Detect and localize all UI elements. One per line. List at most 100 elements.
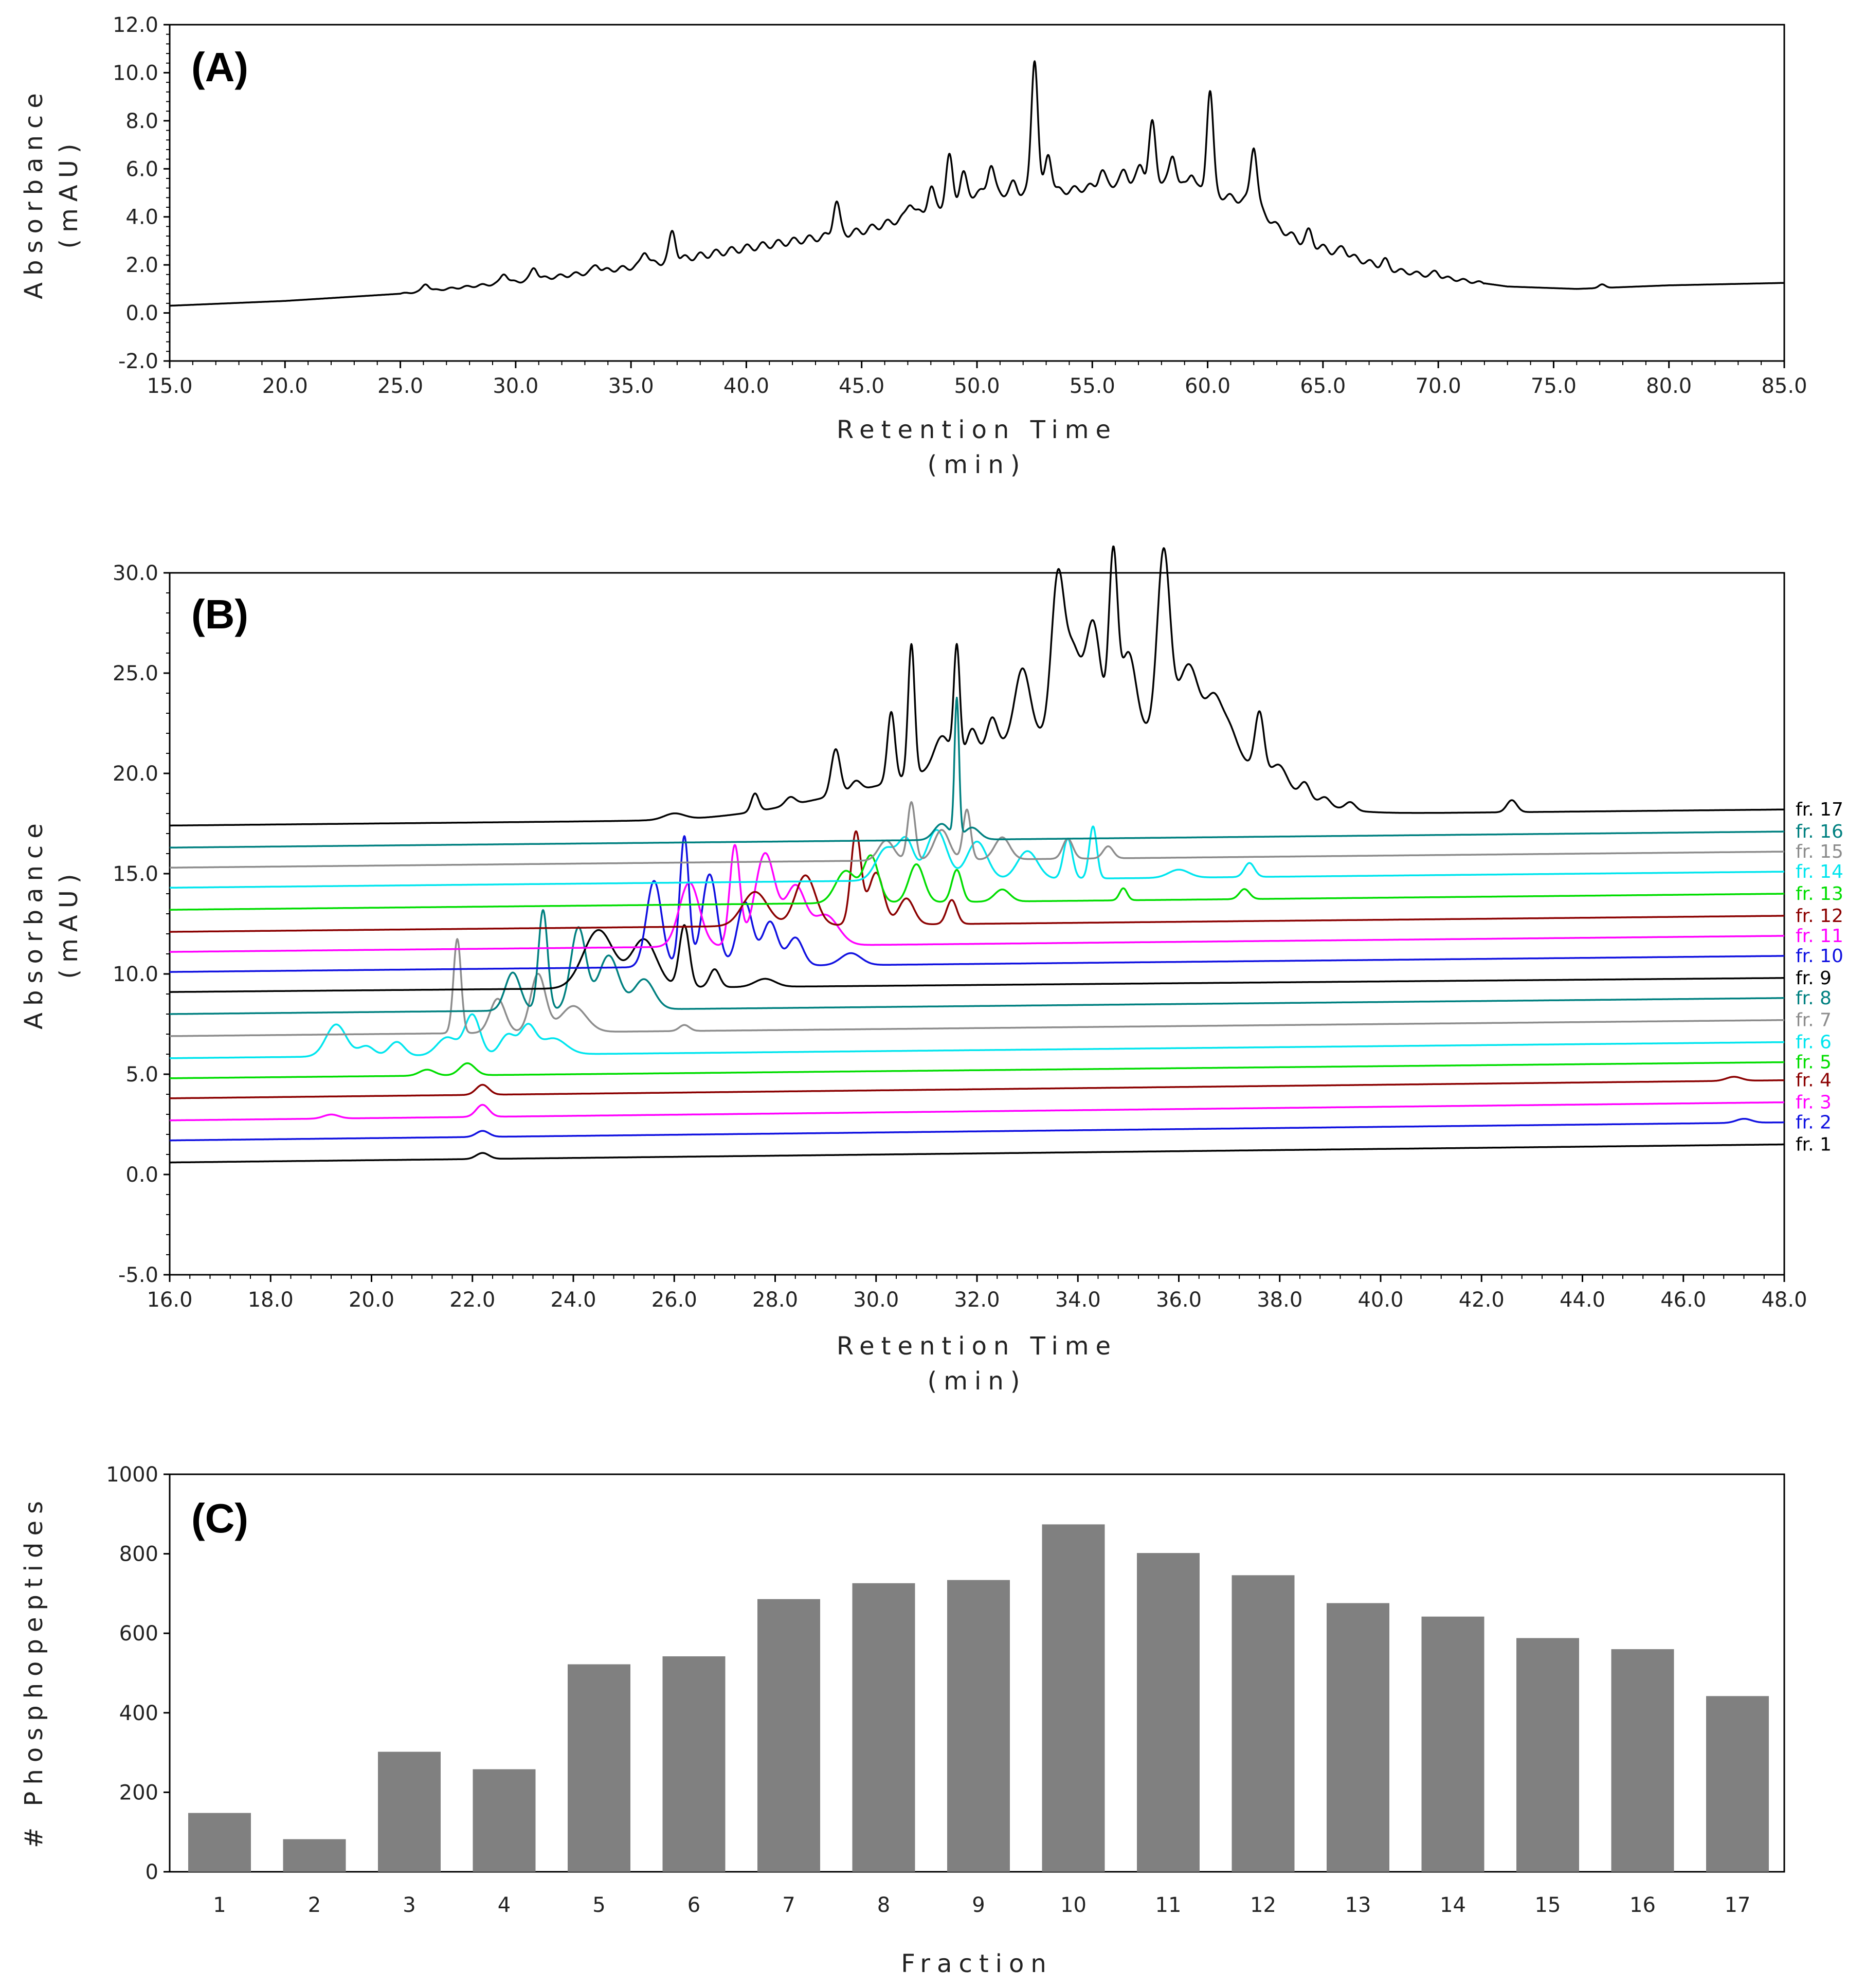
x-tick-label: 24.0 [550, 1288, 596, 1312]
trace-5 [169, 1061, 1785, 1079]
panel-label-b: (B) [191, 591, 248, 637]
trace-10 [169, 835, 1785, 973]
x-tick-label: 45.0 [839, 374, 884, 398]
x-tick-label: 80.0 [1646, 374, 1692, 398]
x-tick-label: 14 [1440, 1893, 1466, 1917]
trace-1 [169, 1143, 1785, 1164]
x-tick-label: 22.0 [449, 1288, 495, 1312]
x-axis-ticks-b: 16.0 18.0 20.0 22.0 24.0 26.0 28.0 30.0 32.0 34.0… [147, 1275, 1807, 1312]
x-tick-label: 12 [1250, 1893, 1276, 1917]
x-axis-unit-a: (min) [928, 450, 1027, 479]
bar-fraction-1 [188, 1813, 251, 1872]
y-axis-ticks-c: 0 200 400 600 800 1000 [106, 1463, 170, 1884]
bar-fraction-5 [568, 1664, 630, 1872]
y-tick-label: 1000 [106, 1463, 158, 1487]
x-tick-label: 40.0 [1357, 1288, 1403, 1312]
legend-entry: fr. 14 [1796, 861, 1843, 882]
bar-fraction-4 [473, 1769, 536, 1872]
x-tick-label: 70.0 [1416, 374, 1461, 398]
x-tick-label: 5 [592, 1893, 605, 1917]
legend-entry: fr. 9 [1796, 968, 1832, 989]
bar-fraction-12 [1232, 1575, 1295, 1872]
x-tick-label: 6 [687, 1893, 700, 1917]
x-tick-label: 18.0 [248, 1288, 294, 1312]
x-tick-label: 35.0 [608, 374, 654, 398]
y-axis-ticks-a: -2.0 0.0 2.0 4.0 6.0 8.0 10.0 12.0 [113, 13, 170, 373]
y-tick-label: 800 [119, 1543, 158, 1566]
trace-9 [169, 924, 1785, 993]
trace-11 [169, 844, 1785, 953]
bar-fraction-11 [1137, 1553, 1200, 1872]
x-tick-label: 3 [403, 1893, 415, 1917]
y-axis-label-b: Absorbance [20, 817, 48, 1029]
bar-fraction-8 [852, 1583, 915, 1872]
y-tick-label: 10.0 [113, 963, 158, 986]
x-axis-label-a: Retention Time [837, 415, 1117, 444]
bar-fraction-16 [1611, 1649, 1674, 1872]
x-tick-label: 85.0 [1761, 374, 1807, 398]
x-tick-label: 34.0 [1055, 1288, 1101, 1312]
panel-label-a: (A) [191, 44, 248, 90]
y-tick-label: 400 [119, 1702, 158, 1725]
x-tick-label: 42.0 [1459, 1288, 1505, 1312]
x-tick-label: 32.0 [954, 1288, 1000, 1312]
x-axis-ticks-a: 15.0 20.0 25.0 30.0 35.0 40.0 45.0 50.0 55.0 60.0… [147, 361, 1807, 398]
x-tick-label: 40.0 [723, 374, 769, 398]
y-axis-label-c: # Phosphopeptides [20, 1494, 48, 1848]
legend-entry: fr. 16 [1796, 821, 1843, 842]
legend-entry: fr. 15 [1796, 841, 1843, 862]
trace-14 [169, 825, 1785, 889]
legend-entry: fr. 2 [1796, 1112, 1832, 1133]
bar-fraction-15 [1516, 1638, 1579, 1872]
trace-8 [169, 909, 1785, 1015]
x-tick-label: 30.0 [853, 1288, 899, 1312]
panel-b: (B) -5.00.05.010.015.020.025.030.0 16.0 1… [20, 545, 1843, 1396]
x-tick-label: 44.0 [1560, 1288, 1605, 1312]
x-tick-label: 50.0 [954, 374, 1000, 398]
trace-4 [169, 1076, 1785, 1099]
y-tick-label: 5.0 [125, 1063, 158, 1087]
x-tick-label: 17 [1725, 1893, 1751, 1917]
x-tick-label: 36.0 [1156, 1288, 1202, 1312]
y-tick-label: 600 [119, 1622, 158, 1646]
legend-entry: fr. 3 [1796, 1092, 1832, 1113]
legend-entry: fr. 7 [1796, 1010, 1832, 1031]
legend-entry: fr. 4 [1796, 1070, 1832, 1091]
legend-entry: fr. 12 [1796, 906, 1843, 927]
trace-2 [169, 1117, 1785, 1142]
legend-entry: fr. 8 [1796, 988, 1832, 1009]
x-tick-label: 48.0 [1761, 1288, 1807, 1312]
x-tick-label: 10 [1060, 1893, 1087, 1917]
trace-13 [169, 854, 1785, 911]
trace-17 [169, 545, 1785, 827]
y-tick-label: 0 [146, 1860, 158, 1884]
bar-fraction-13 [1327, 1603, 1389, 1872]
x-tick-label: 1 [213, 1893, 226, 1917]
x-tick-label: 28.0 [752, 1288, 798, 1312]
x-tick-label: 11 [1155, 1893, 1182, 1917]
x-tick-label: 7 [782, 1893, 795, 1917]
panel-a: (A) -2.0 0.0 2.0 4.0 6.0 8.0 10.0 12.0 15.0 20.0… [20, 13, 1807, 479]
legend-entry: fr. 11 [1796, 926, 1843, 947]
x-tick-label: 20.0 [349, 1288, 394, 1312]
bar-fraction-10 [1042, 1524, 1105, 1872]
x-tick-label: 46.0 [1660, 1288, 1706, 1312]
x-tick-label: 20.0 [262, 374, 308, 398]
legend-entry: fr. 17 [1796, 799, 1843, 820]
x-tick-label: 9 [972, 1893, 985, 1917]
x-tick-label: 4 [498, 1893, 511, 1917]
chromatogram-trace-a [169, 60, 1785, 307]
x-axis-label-c: Fraction [901, 1949, 1053, 1978]
y-axis-label-a: Absorbance [20, 86, 48, 299]
y-tick-label: 30.0 [113, 562, 158, 585]
legend-entry: fr. 1 [1796, 1134, 1832, 1155]
x-tick-label: 25.0 [377, 374, 423, 398]
y-tick-label: 25.0 [113, 662, 158, 685]
legend-entry: fr. 10 [1796, 946, 1843, 967]
bar-fraction-9 [947, 1580, 1010, 1872]
x-axis-label-b: Retention Time [837, 1332, 1117, 1361]
trace-3 [169, 1101, 1785, 1122]
x-tick-label: 60.0 [1185, 374, 1230, 398]
